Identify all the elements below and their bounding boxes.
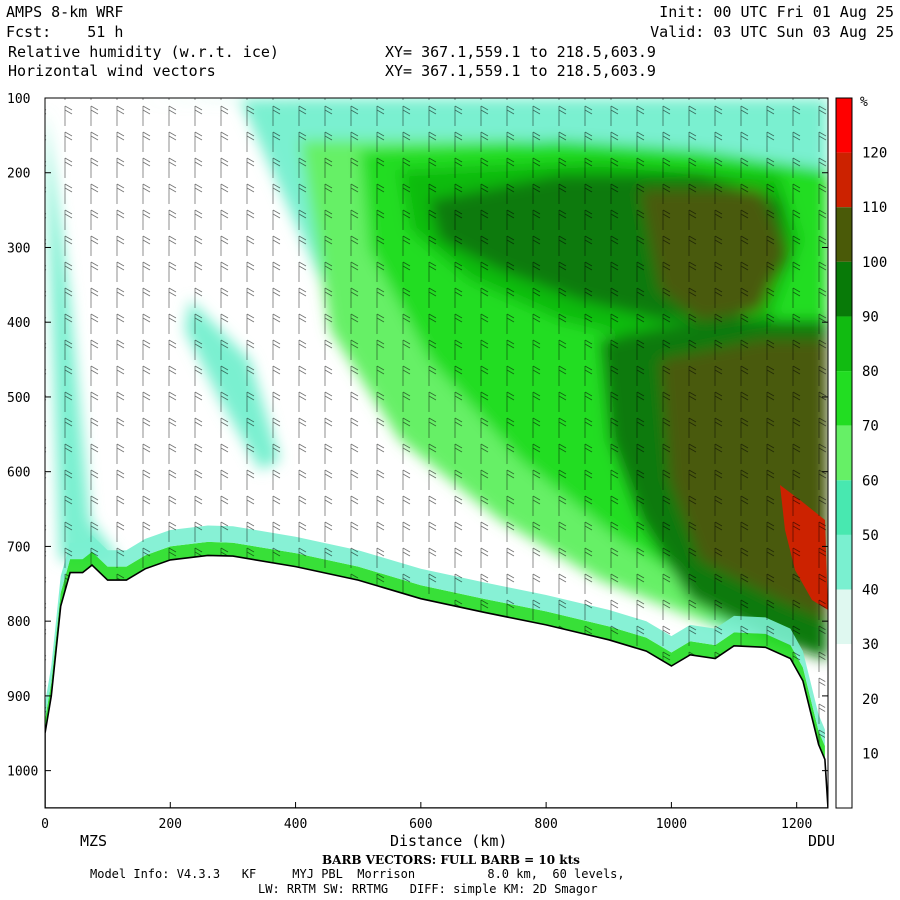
colorbar-segment: [836, 425, 852, 481]
y-tick-label: 400: [7, 316, 30, 331]
colorbar-label: 30: [862, 637, 879, 653]
init-time: Init: 00 UTC Fri 01 Aug 25: [659, 3, 894, 21]
x-axis-label: Distance (km): [390, 832, 508, 850]
valid-time: Valid: 03 UTC Sun 03 Aug 25: [650, 23, 894, 41]
colorbar-segment: [836, 753, 852, 808]
right-endpoint-label: DDU: [808, 832, 836, 850]
x-tick-label: 0: [41, 817, 49, 832]
colorbar-segment: [836, 644, 852, 699]
y-tick-label: 600: [7, 466, 30, 481]
section-coords-1: XY= 367.1,559.1 to 218.5,603.9: [385, 43, 656, 61]
left-endpoint-label: MZS: [80, 832, 108, 850]
section-coords-2: XY= 367.1,559.1 to 218.5,603.9: [385, 62, 656, 80]
model-name: AMPS 8-km WRF: [6, 3, 124, 21]
y-tick-label: 100: [7, 92, 30, 107]
colorbar-segment: [836, 589, 852, 645]
y-tick-label: 500: [7, 391, 30, 406]
colorbar-segment: [836, 207, 852, 262]
distance-axis: 0 200 400 600 800 1000 1200: [41, 802, 812, 832]
forecast-hour: Fcst: 51 h: [6, 23, 124, 41]
model-info: Model Info: V4.3.3 KF MYJ PBL Morrison 8…: [90, 867, 625, 881]
colorbar-label: 90: [862, 309, 879, 325]
colorbar-segment: [836, 316, 852, 372]
y-tick-label: 900: [7, 690, 30, 705]
field-label-rh: Relative humidity (w.r.t. ice): [8, 43, 279, 61]
colorbar-label: 20: [862, 692, 879, 708]
plot-frame: [44, 97, 829, 809]
x-tick-label: 1000: [656, 817, 687, 832]
x-tick-label: 400: [284, 817, 307, 832]
x-tick-label: 1200: [781, 817, 812, 832]
colorbar-label: 50: [862, 528, 879, 544]
colorbar-label: 10: [862, 746, 879, 762]
x-tick-label: 800: [534, 817, 557, 832]
colorbar-label: 100: [862, 255, 887, 271]
x-tick-label: 600: [409, 817, 432, 832]
colorbar-unit: %: [860, 95, 868, 110]
rh-field: [45, 98, 828, 808]
pressure-axis: 100 200 300 400 500 600 700 800 900 1000: [7, 92, 828, 780]
y-tick-label: 200: [7, 167, 30, 182]
colorbar-label: 80: [862, 364, 879, 380]
barb-note: BARB VECTORS: FULL BARB = 10 kts: [322, 853, 580, 867]
colorbar: % 10 20 30 40 50 60 70 80 90 100 110 120: [835, 95, 887, 809]
x-tick-label: 200: [159, 817, 182, 832]
y-tick-label: 800: [7, 615, 30, 630]
colorbar-segment: [836, 261, 852, 317]
colorbar-segment: [836, 98, 852, 153]
colorbar-segment: [836, 698, 852, 754]
model-info-physics: LW: RRTM SW: RRTMG DIFF: simple KM: 2D S…: [258, 882, 598, 896]
y-tick-label: 700: [7, 540, 30, 555]
y-tick-label: 300: [7, 241, 30, 256]
field-label-wind: Horizontal wind vectors: [8, 62, 216, 80]
colorbar-segment: [836, 534, 852, 590]
colorbar-label: 120: [862, 146, 887, 162]
colorbar-segment: [836, 371, 852, 426]
colorbar-label: 70: [862, 419, 879, 435]
colorbar-label: 40: [862, 583, 879, 599]
colorbar-label: 110: [862, 200, 887, 216]
y-tick-label: 1000: [7, 765, 38, 780]
colorbar-segment: [836, 152, 852, 208]
colorbar-label: 60: [862, 473, 879, 489]
colorbar-segment: [836, 480, 852, 535]
